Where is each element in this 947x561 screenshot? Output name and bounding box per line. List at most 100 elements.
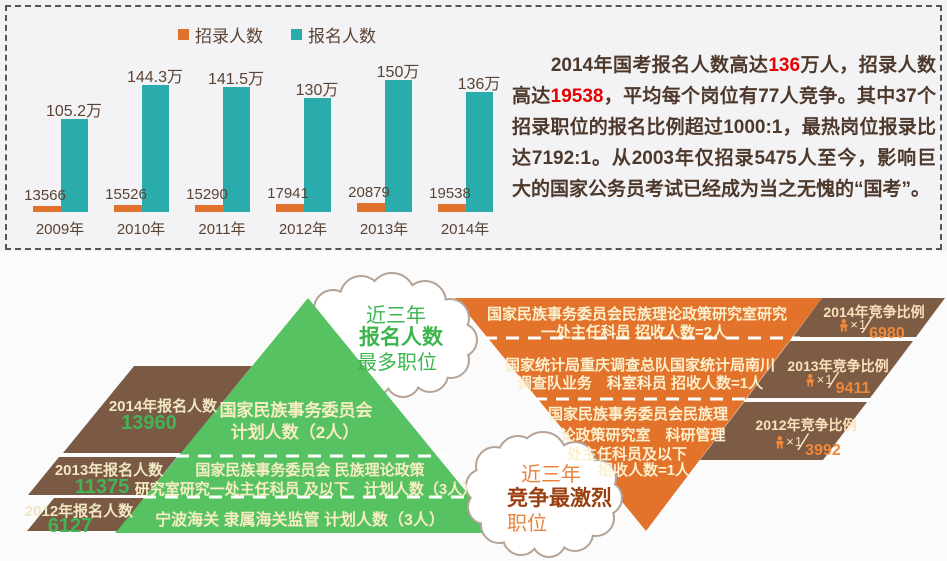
- paragraph-text: 2014年国考报名人数高达: [512, 55, 769, 76]
- orange-row2-line2: 调查队业务 科室科员 招收人数=1人: [516, 375, 764, 392]
- person-icon: [839, 319, 848, 332]
- apply-value-label: 144.3万: [126, 69, 184, 86]
- recruit-value-label: 15526: [105, 186, 147, 203]
- paragraph-text: 万人，招录人数高达: [512, 55, 936, 107]
- ratio-multiplier: ×1: [816, 372, 834, 387]
- green-band-2013-title: 2013年报名人数: [54, 462, 164, 479]
- apply-bar-2009年: [61, 119, 88, 212]
- recruit-swatch-icon: [178, 29, 189, 40]
- recruit-value-label: 15290: [186, 186, 228, 203]
- ratio-denominator: 3992: [805, 442, 841, 459]
- green-band-2013: [28, 457, 177, 495]
- recruit-bar-2013年: [357, 203, 385, 212]
- apply-bar-2014年: [466, 92, 493, 212]
- orange-band-2014-ratio: ×1 ∕ 6980: [839, 312, 905, 343]
- ratio-denominator: 9411: [835, 380, 871, 397]
- orange-triangle: [455, 298, 822, 531]
- legend-item-recruit: 招录人数: [178, 22, 263, 47]
- apply-value-label: 150万: [376, 64, 420, 81]
- recruit-value-label: 19538: [429, 185, 471, 202]
- apply-bar-2012年: [304, 98, 331, 212]
- recruit-bar-2014年: [438, 204, 466, 212]
- person-icon: [775, 436, 784, 449]
- orange-band-2013: [747, 341, 913, 398]
- green-band-2014: [63, 366, 252, 453]
- legend-label-apply: 报名人数: [308, 27, 376, 46]
- recruit-bar-2010年: [114, 205, 142, 212]
- orange-row1-line2: 一处主任科员 招收人数=2人: [540, 324, 728, 341]
- orange-pyramid-shapes: [455, 298, 945, 531]
- x-axis-label: 2012年: [278, 221, 328, 238]
- x-axis-label: 2009年: [35, 221, 85, 238]
- recruit-value-label: 13566: [24, 187, 66, 204]
- orange-band-2013-ratio: ×1 ∕ 9411: [806, 367, 871, 398]
- green-row1-line1: 国家民族事务委员会: [219, 401, 373, 420]
- apply-swatch-icon: [291, 29, 302, 40]
- cloud-top-line2: 报名人数: [359, 326, 443, 349]
- orange-band-2013-title: 2013年竞争比例: [787, 358, 889, 374]
- cloud-top: [306, 272, 478, 398]
- green-row1-line2: 计划人数（2人）: [230, 423, 360, 442]
- recruit-bar-2011年: [195, 205, 223, 212]
- bar-chart: 招录人数 报名人数 13566 105.2万 2009年 15526 144.3万 201…: [0, 0, 510, 251]
- green-band-2012-title: 2012年报名人数: [24, 503, 134, 520]
- highlighted-stat: 136: [768, 55, 801, 76]
- apply-value-label: 130万: [295, 82, 339, 99]
- green-row2-line2: 研究室研究一处主任科员 及以下 计划人数（3人）: [134, 481, 478, 498]
- paragraph-text: ，平均每个岗位有77人竞争。其中37个招录职位的报名比例超过1000:1，最热岗…: [512, 86, 936, 200]
- orange-row3-line2: 论政策研究室 科研管理: [560, 427, 726, 444]
- cloud-bottom-line2: 竞争最激烈: [507, 487, 612, 510]
- x-axis-label: 2010年: [116, 221, 166, 238]
- person-icon: [806, 374, 815, 387]
- cloud-top-line1: 近三年: [366, 305, 426, 327]
- orange-band-2014: [793, 298, 945, 337]
- recruit-bar-2012年: [276, 204, 304, 212]
- orange-band-2012-ratio: ×1 ∕ 3992: [775, 429, 841, 460]
- apply-bar-2010年: [142, 85, 169, 212]
- ratio-multiplier: ×1: [850, 317, 868, 332]
- legend-label-recruit: 招录人数: [195, 27, 263, 46]
- orange-band-2012: [700, 402, 867, 460]
- green-row2-line1: 国家民族事务委员会 民族理论政策: [195, 462, 425, 479]
- green-band-2014-value: 13960: [121, 412, 177, 434]
- orange-row2-line1: 国家统计局重庆调查总队国家统计局南川: [504, 357, 776, 374]
- green-band-2012-value: 6127: [47, 515, 93, 537]
- cloud-bottom-line1: 近三年: [521, 464, 581, 486]
- ratio-slash: ∕: [866, 312, 871, 339]
- highlighted-stat: 19538: [550, 86, 604, 107]
- green-band-2013-value: 11375: [74, 476, 130, 498]
- orange-band-2014-title: 2014年竞争比例: [823, 304, 925, 320]
- apply-value-label: 141.5万: [207, 71, 265, 88]
- green-row3-line1: 宁波海关 隶属海关监管 计划人数（3人）: [155, 512, 445, 529]
- legend-item-apply: 报名人数: [291, 22, 376, 47]
- x-axis-label: 2013年: [359, 221, 409, 238]
- orange-row1-line1: 国家民族事务委员会民族理论政策研究室研究: [486, 306, 788, 323]
- green-band-2012: [27, 498, 144, 531]
- green-triangle: [115, 298, 500, 533]
- ratio-multiplier: ×1: [786, 434, 804, 449]
- x-axis-label: 2014年: [440, 221, 490, 238]
- apply-value-label: 105.2万: [45, 103, 103, 120]
- chart-legend: 招录人数 报名人数: [178, 22, 376, 47]
- cloud-bottom-line3: 职位: [507, 513, 547, 535]
- orange-row3-line4: 招收人数=1人: [597, 462, 691, 479]
- ratio-slash: ∕: [802, 429, 807, 456]
- ratio-slash: ∕: [832, 367, 837, 394]
- green-pyramid-shapes: [27, 298, 500, 533]
- recruit-value-label: 17941: [267, 185, 309, 202]
- green-band-2014-title: 2014年报名人数: [108, 398, 218, 415]
- x-axis-label: 2011年: [198, 221, 246, 238]
- recruit-value-label: 20879: [348, 184, 390, 201]
- recruit-bar-2009年: [33, 206, 61, 212]
- ratio-denominator: 6980: [869, 325, 905, 342]
- apply-bar-2013年: [385, 80, 412, 212]
- summary-paragraph: 2014年国考报名人数高达136万人，招录人数高达19538，平均每个岗位有77…: [512, 50, 936, 205]
- orange-row3-line3: 处主任科员及以下: [566, 446, 688, 463]
- orange-row3-line1: 国家民族事务委员会民族理: [547, 406, 729, 423]
- orange-band-2012-title: 2012年竞争比例: [755, 417, 857, 433]
- apply-bar-2011年: [223, 87, 250, 212]
- cloud-top-line3: 最多职位: [357, 352, 437, 374]
- cloud-bottom: [465, 431, 623, 558]
